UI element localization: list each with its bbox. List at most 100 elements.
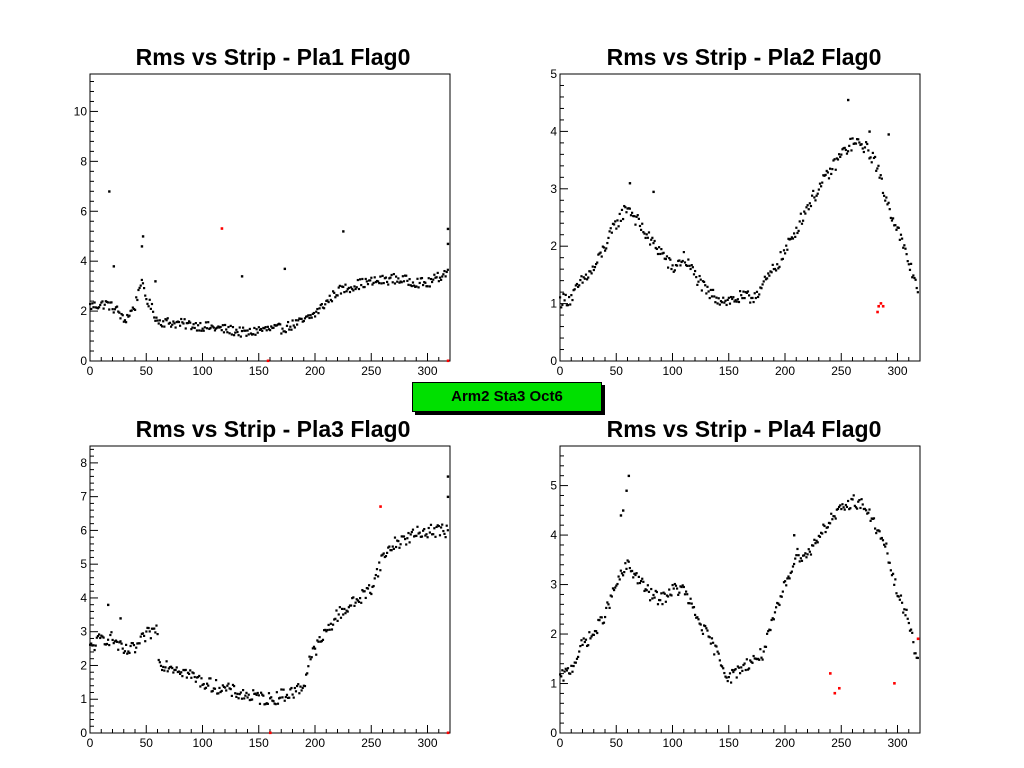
- data-point: [436, 524, 439, 527]
- data-point: [879, 537, 882, 540]
- data-point: [344, 612, 347, 615]
- data-point: [641, 577, 644, 580]
- data-point: [270, 325, 273, 328]
- data-point: [726, 679, 729, 683]
- data-point: [193, 326, 196, 330]
- data-point: [683, 593, 687, 596]
- data-point: [790, 236, 793, 239]
- data-point: [597, 618, 600, 622]
- data-point: [730, 295, 733, 299]
- data-point: [731, 297, 734, 301]
- data-point: [227, 682, 230, 685]
- data-point: [596, 631, 599, 635]
- data-point: [356, 599, 359, 602]
- data-point: [746, 668, 750, 671]
- data-point: [568, 672, 571, 675]
- data-point: [613, 223, 616, 226]
- data-point: [860, 498, 863, 501]
- data-point: [859, 506, 862, 510]
- data-point: [798, 560, 801, 563]
- data-point: [696, 283, 699, 286]
- flagged-point: [446, 731, 450, 735]
- data-point: [717, 297, 720, 300]
- data-point: [152, 310, 155, 313]
- data-point: [271, 699, 274, 702]
- data-point: [564, 293, 567, 297]
- data-point: [92, 306, 95, 309]
- data-point: [894, 578, 897, 581]
- data-point: [758, 658, 761, 661]
- data-point: [327, 623, 330, 627]
- data-point: [130, 641, 133, 645]
- data-point: [266, 702, 269, 705]
- data-point: [197, 675, 200, 679]
- data-point: [236, 692, 239, 695]
- data-point: [303, 684, 307, 688]
- data-point: [868, 508, 871, 511]
- data-point: [690, 602, 693, 605]
- data-point: [591, 265, 594, 268]
- data-point: [911, 276, 914, 279]
- data-point: [206, 327, 209, 330]
- outlier-point: [627, 474, 631, 478]
- data-point: [230, 333, 233, 336]
- plot-frame: [89, 445, 451, 734]
- data-point: [317, 312, 320, 315]
- data-point: [173, 668, 176, 672]
- data-point: [111, 638, 114, 642]
- data-point: [96, 635, 100, 638]
- data-point: [99, 303, 102, 307]
- data-point: [782, 581, 786, 584]
- data-point: [334, 296, 337, 299]
- data-point: [563, 299, 566, 302]
- data-point: [316, 639, 319, 642]
- data-point: [739, 290, 742, 293]
- data-point: [913, 652, 916, 655]
- data-point: [776, 263, 779, 266]
- x-tick-label: 300: [887, 736, 907, 750]
- data-point: [856, 138, 859, 141]
- data-point: [217, 325, 220, 328]
- data-point: [897, 595, 900, 598]
- data-point: [251, 698, 254, 701]
- data-point: [899, 594, 903, 597]
- data-point: [324, 628, 327, 632]
- data-point: [129, 309, 132, 313]
- data-point: [624, 562, 627, 565]
- data-point: [617, 575, 620, 578]
- data-point: [363, 285, 366, 289]
- data-point: [722, 296, 725, 299]
- data-point: [190, 676, 193, 679]
- data-point: [424, 281, 427, 284]
- data-point: [649, 599, 652, 602]
- data-point: [416, 525, 419, 528]
- data-point: [325, 630, 328, 633]
- data-point: [145, 630, 148, 633]
- data-point: [366, 587, 370, 590]
- y-tick-label: 0: [80, 354, 87, 368]
- data-point: [423, 281, 426, 284]
- data-point: [844, 148, 847, 152]
- data-point: [366, 283, 370, 286]
- data-point: [593, 266, 597, 269]
- data-point: [274, 703, 277, 706]
- data-point: [895, 228, 898, 231]
- data-point: [706, 285, 709, 288]
- data-point: [807, 208, 810, 211]
- data-point: [645, 589, 648, 592]
- data-point: [669, 258, 672, 261]
- data-point: [261, 329, 264, 332]
- data-point: [326, 299, 329, 302]
- data-point: [685, 590, 688, 593]
- x-tick-label: 50: [610, 736, 624, 750]
- data-point: [840, 153, 843, 156]
- data-point: [204, 686, 208, 689]
- data-point: [127, 315, 130, 318]
- data-point: [761, 283, 764, 286]
- data-point: [255, 693, 258, 696]
- data-point: [741, 297, 744, 300]
- data-point: [442, 529, 445, 533]
- data-point: [127, 650, 130, 653]
- data-point: [312, 645, 316, 648]
- data-point: [318, 307, 321, 310]
